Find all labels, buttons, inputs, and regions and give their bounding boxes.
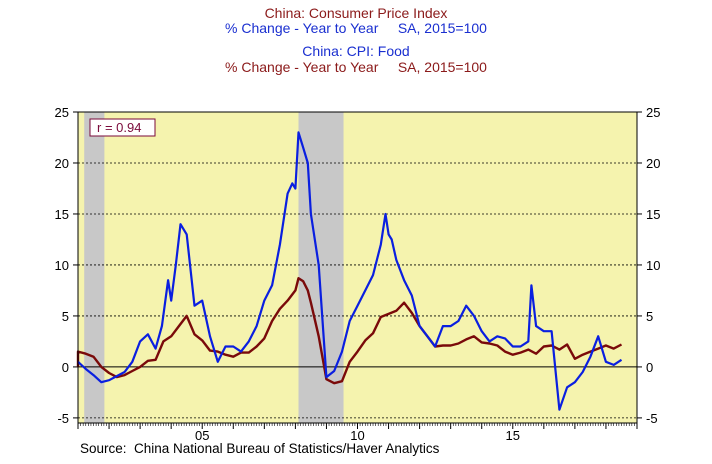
recession-band bbox=[298, 112, 344, 423]
y-tick-label-left: 20 bbox=[55, 156, 69, 171]
y-tick-label-left: 5 bbox=[62, 309, 69, 324]
y-tick-label-right: 0 bbox=[646, 360, 653, 375]
series-line-cpi-food bbox=[77, 131, 623, 411]
series-line-cpi bbox=[76, 277, 623, 385]
correlation-annotation: r = 0.94 bbox=[97, 120, 141, 135]
title-line-4: % Change - Year to Year SA, 2015=100 bbox=[225, 59, 487, 75]
y-tick-label-left: 25 bbox=[55, 105, 69, 120]
y-tick-label-right: 10 bbox=[646, 258, 660, 273]
y-tick-label-left: 10 bbox=[55, 258, 69, 273]
y-tick-label-right: -5 bbox=[646, 411, 658, 426]
plot-frame bbox=[77, 111, 638, 424]
title-line-1: China: Consumer Price Index bbox=[264, 5, 448, 21]
title-line-2: % Change - Year to Year SA, 2015=100 bbox=[225, 20, 487, 36]
recession-band bbox=[84, 112, 105, 423]
y-tick-label-right: 25 bbox=[646, 105, 660, 120]
y-tick-label-left: -5 bbox=[57, 411, 69, 426]
x-tick-label: 05 bbox=[195, 428, 209, 443]
x-tick-label: 15 bbox=[506, 428, 520, 443]
annotation-box bbox=[89, 118, 156, 137]
y-tick-label-left: 0 bbox=[62, 360, 69, 375]
plot-area bbox=[78, 112, 637, 423]
y-tick-label-left: 15 bbox=[55, 207, 69, 222]
source-note: Source: China National Bureau of Statist… bbox=[80, 441, 440, 456]
x-tick-label: 10 bbox=[350, 428, 364, 443]
y-tick-label-right: 5 bbox=[646, 309, 653, 324]
y-tick-label-right: 20 bbox=[646, 156, 660, 171]
y-tick-label-right: 15 bbox=[646, 207, 660, 222]
title-line-3: China: CPI: Food bbox=[302, 43, 410, 59]
